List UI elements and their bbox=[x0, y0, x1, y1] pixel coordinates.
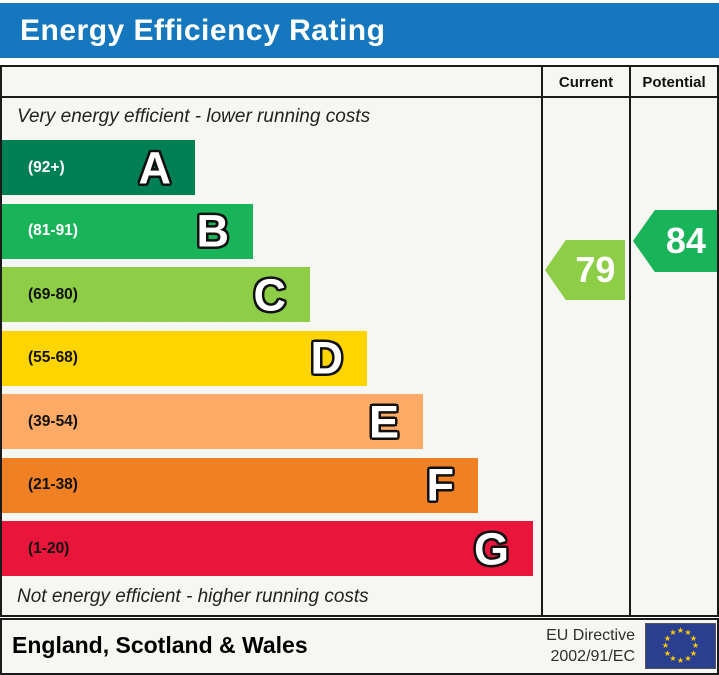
band-letter: F bbox=[426, 459, 455, 511]
top-note: Very energy efficient - lower running co… bbox=[17, 106, 371, 127]
column-divider-potential bbox=[629, 67, 631, 615]
eu-flag-star: ★ bbox=[691, 641, 700, 650]
eu-flag-star: ★ bbox=[676, 656, 685, 665]
column-divider-current bbox=[541, 67, 543, 615]
band-b: (81-91) B bbox=[2, 203, 253, 259]
page-title: Energy Efficiency Rating bbox=[20, 14, 386, 47]
column-header-potential: Potential bbox=[642, 74, 706, 91]
band-letter: G bbox=[473, 523, 509, 574]
current-rating-arrow: 79 bbox=[545, 240, 625, 300]
eu-directive-label: EU Directive 2002/91/EC bbox=[546, 625, 635, 667]
eu-directive-line2: 2002/91/EC bbox=[550, 648, 635, 665]
footer-bar: England, Scotland & Wales EU Directive 2… bbox=[0, 618, 719, 675]
eu-flag-star: ★ bbox=[669, 628, 677, 637]
eu-flag-star: ★ bbox=[684, 628, 692, 637]
column-header-current: Current bbox=[558, 74, 614, 91]
band-range-label: (1-20) bbox=[28, 539, 70, 557]
eu-directive-line1: EU Directive bbox=[546, 627, 635, 644]
band-d: (55-68) D bbox=[2, 330, 367, 386]
bottom-note: Not energy efficient - higher running co… bbox=[17, 586, 369, 607]
band-range-label: (81-91) bbox=[28, 222, 78, 239]
band-e: (39-54) E bbox=[2, 394, 423, 449]
eu-flag-star: ★ bbox=[663, 633, 672, 643]
band-range-label: (92+) bbox=[28, 158, 65, 176]
eu-flag-star: ★ bbox=[684, 653, 692, 663]
band-letter: C bbox=[253, 269, 287, 320]
band-letter: B bbox=[196, 205, 230, 257]
band-letter: A bbox=[138, 142, 172, 193]
band-range-label: (39-54) bbox=[28, 412, 78, 430]
region-label: England, Scotland & Wales bbox=[12, 632, 308, 658]
eu-flag-star: ★ bbox=[661, 641, 670, 650]
band-letter: E bbox=[368, 396, 399, 447]
band-a: (92+) A bbox=[2, 140, 195, 195]
band-f: (21-38) F bbox=[2, 457, 478, 513]
band-g: (1-20) G bbox=[2, 521, 533, 576]
eu-flag-star: ★ bbox=[669, 653, 677, 663]
band-range-label: (21-38) bbox=[28, 476, 78, 493]
potential-rating-value: 84 bbox=[665, 220, 706, 261]
rating-table: Current Potential Very energy efficient … bbox=[0, 65, 719, 617]
band-range-label: (55-68) bbox=[28, 349, 78, 366]
band-range-label: (69-80) bbox=[28, 285, 78, 303]
eu-flag-star: ★ bbox=[676, 626, 685, 635]
band-letter: D bbox=[310, 332, 344, 384]
potential-rating-arrow: 84 bbox=[633, 210, 717, 272]
eu-flag-star: ★ bbox=[689, 648, 698, 658]
band-c: (69-80) C bbox=[2, 267, 310, 322]
eu-flag-star: ★ bbox=[663, 648, 672, 658]
eu-flag-icon: ★ ★ ★ ★ ★ ★ ★ ★ ★ ★ ★ ★ bbox=[645, 623, 716, 669]
title-bar: Energy Efficiency Rating bbox=[0, 3, 719, 58]
current-rating-value: 79 bbox=[575, 249, 616, 290]
table-header-row: Current Potential bbox=[2, 67, 717, 98]
eu-flag-star: ★ bbox=[689, 633, 698, 643]
